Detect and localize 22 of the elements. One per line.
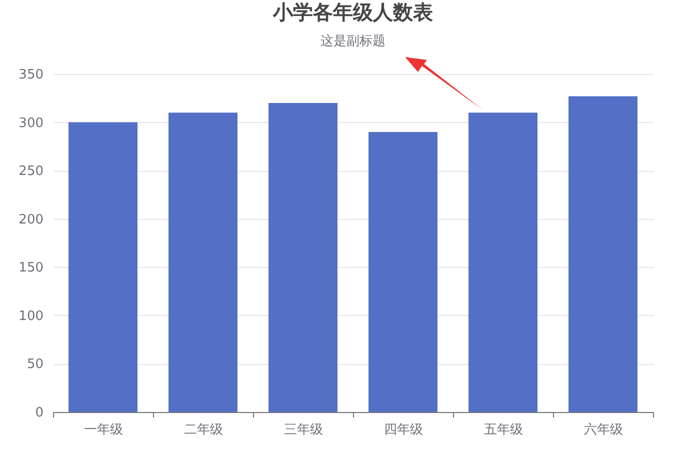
y-tick-label: 250 xyxy=(18,164,44,180)
x-tick-label: 二年级 xyxy=(184,422,223,438)
y-tick-label: 350 xyxy=(18,68,44,82)
x-tick-label: 六年级 xyxy=(584,422,623,438)
y-tick-label: 300 xyxy=(18,116,44,131)
x-tick-label: 四年级 xyxy=(384,422,423,438)
bar xyxy=(368,132,438,412)
chart-subtitle: 这是副标题 xyxy=(320,34,386,49)
x-tick-label: 三年级 xyxy=(284,422,323,438)
y-tick-label: 150 xyxy=(18,260,44,276)
y-tick-label: 0 xyxy=(35,406,44,420)
x-tick-label: 一年级 xyxy=(84,422,123,438)
chart-title: 小学各年级人数表 xyxy=(272,0,433,24)
y-tick-label: 100 xyxy=(18,308,44,324)
bar xyxy=(268,102,338,412)
bar xyxy=(568,96,638,412)
x-tick-label: 五年级 xyxy=(484,422,523,438)
bar xyxy=(168,112,238,412)
y-tick-label: 200 xyxy=(18,212,44,228)
bar xyxy=(468,112,538,412)
bar xyxy=(68,122,138,412)
y-tick-label: 50 xyxy=(26,357,44,372)
